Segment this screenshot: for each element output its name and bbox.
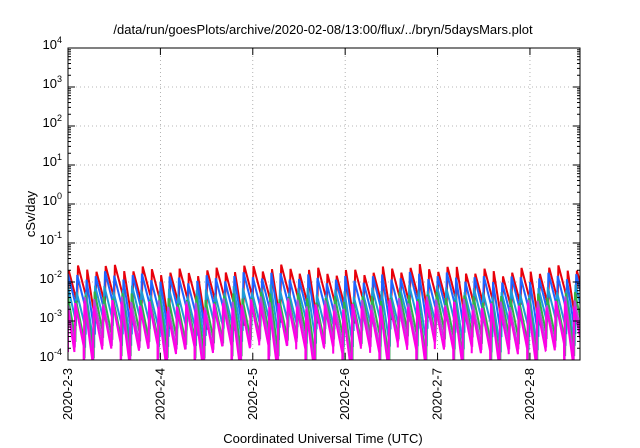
- series-line: [68, 299, 580, 360]
- x-tick-label: 2020-2-4: [152, 368, 167, 420]
- y-axis-label: cSv/day: [23, 190, 38, 237]
- x-tick-label: 2020-2-5: [245, 368, 260, 420]
- x-tick-label: 2020-2-8: [522, 368, 537, 420]
- y-tick-label: 10-1: [40, 230, 62, 247]
- y-tick-label: 104: [43, 35, 62, 52]
- y-tick-label: 101: [43, 152, 62, 169]
- chart-title: /data/run/goesPlots/archive/2020-02-08/1…: [113, 22, 533, 37]
- y-tick-label: 103: [43, 74, 62, 91]
- y-tick-label: 102: [43, 113, 62, 130]
- series-group: [68, 263, 580, 360]
- y-tick-label: 10-4: [40, 347, 62, 364]
- x-tick-label: 2020-2-6: [337, 368, 352, 420]
- x-tick-label: 2020-2-7: [430, 368, 445, 420]
- x-axis-label: Coordinated Universal Time (UTC): [223, 431, 422, 446]
- y-tick-label: 10-3: [40, 308, 62, 325]
- x-tick-label: 2020-2-3: [60, 368, 75, 420]
- x-axis: 2020-2-3 2020-2-4 2020-2-5 2020-2-6 2020-2-7…: [60, 48, 537, 420]
- y-tick-label: 10-2: [40, 269, 62, 286]
- y-axis: 10-4 10-3 10-2 10-1 100 101 102 103 104: [40, 35, 580, 364]
- y-tick-label: 100: [43, 191, 62, 208]
